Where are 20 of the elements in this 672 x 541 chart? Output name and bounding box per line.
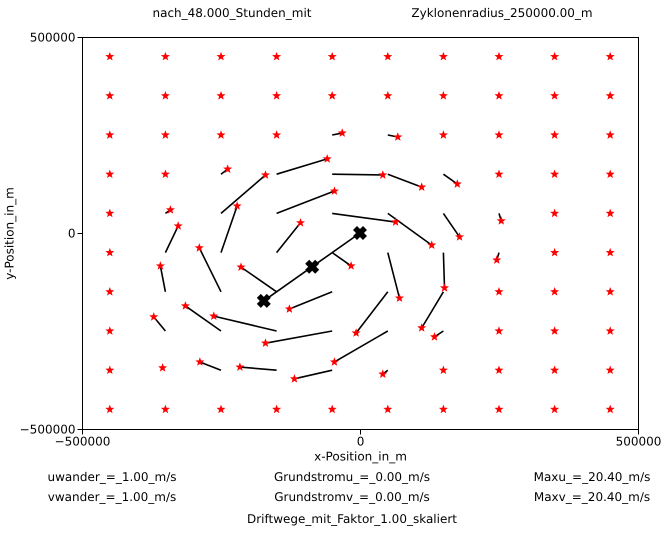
text: Maxv_=_20.40_m/s — [534, 490, 650, 504]
y-tick-label: −500000 — [20, 422, 76, 436]
point — [305, 260, 320, 274]
text: Maxu_=_20.40_m/s — [534, 470, 650, 484]
text: Grundstromu_=_0.00_m/s — [274, 470, 430, 484]
text: vwander_=_1.00_m/s — [48, 490, 176, 504]
text: Driftwege_mit_Faktor_1.00_skaliert — [247, 512, 458, 526]
chart-title: nach_48.000_Stunden_mit — [152, 6, 312, 20]
x-tick-label: −500000 — [54, 434, 110, 448]
text: Zyklonenradius_250000.00_m — [411, 6, 593, 20]
point — [353, 226, 367, 240]
y-axis-title: y-Position_in_m — [2, 187, 17, 280]
y-tick-label: 0 — [68, 226, 76, 240]
point — [256, 294, 271, 308]
x-axis-title: x-Position_in_m — [314, 450, 407, 464]
text: Grundstromv_=_0.00_m/s — [274, 490, 430, 504]
x-tick-label: 500000 — [616, 434, 662, 448]
x-tick-label: 0 — [356, 434, 364, 448]
y-tick-label: 500000 — [30, 30, 76, 44]
text: uwander_=_1.00_m/s — [47, 470, 177, 484]
